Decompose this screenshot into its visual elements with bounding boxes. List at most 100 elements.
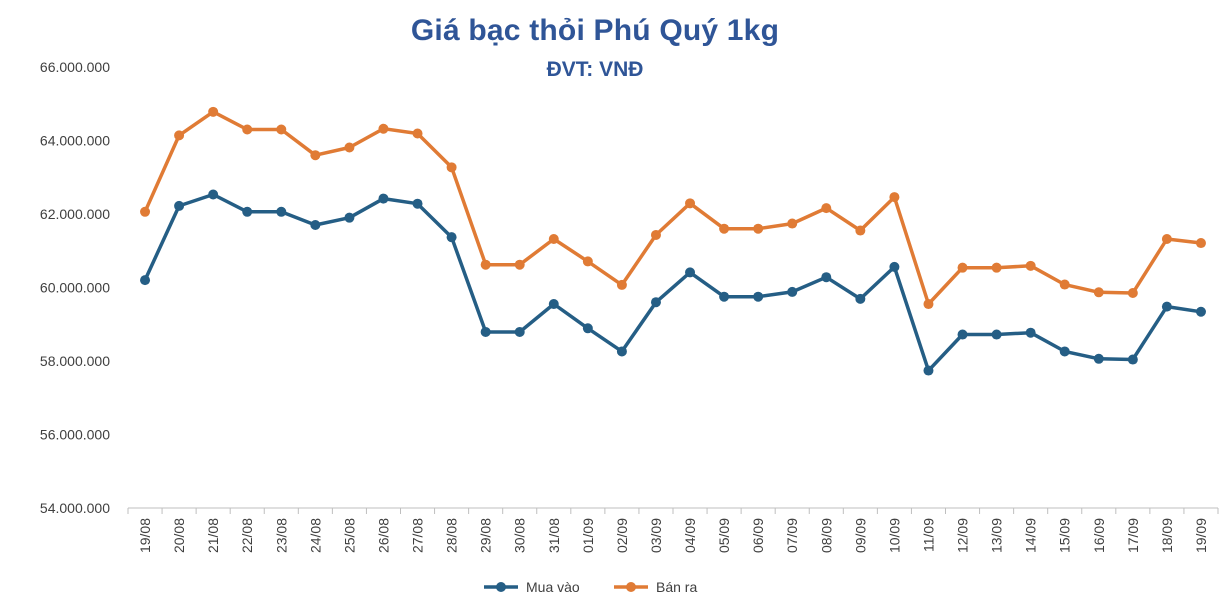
- data-point: [310, 220, 321, 231]
- y-tick-label: 60.000.000: [40, 280, 110, 296]
- data-point: [1059, 346, 1070, 357]
- x-tick-label: 26/08: [375, 518, 391, 553]
- data-point: [582, 323, 593, 334]
- data-point: [923, 299, 934, 310]
- x-tick-label: 17/09: [1125, 518, 1141, 553]
- x-tick-label: 11/09: [920, 518, 936, 552]
- chart-subtitle: ĐVT: VNĐ: [546, 58, 644, 81]
- data-point: [208, 189, 219, 200]
- legend-label: Bán ra: [656, 579, 697, 595]
- data-point: [378, 123, 389, 134]
- data-point: [719, 223, 730, 234]
- data-point: [1195, 306, 1206, 317]
- y-tick-label: 64.000.000: [40, 133, 110, 149]
- x-tick-label: 22/08: [239, 518, 255, 553]
- x-tick-label: 03/09: [648, 518, 664, 553]
- data-point: [1161, 301, 1172, 312]
- data-point: [1025, 327, 1036, 338]
- x-tick-label: 05/09: [716, 518, 732, 553]
- data-point: [548, 299, 559, 310]
- data-point: [446, 162, 457, 173]
- data-point: [855, 225, 866, 236]
- x-tick-label: 09/09: [852, 518, 868, 553]
- legend-marker: [626, 582, 636, 592]
- x-tick-label: 19/08: [137, 518, 153, 553]
- x-tick-label: 24/08: [307, 518, 323, 553]
- x-tick-label: 20/08: [171, 518, 187, 553]
- y-tick-label: 56.000.000: [40, 427, 110, 443]
- data-point: [650, 297, 661, 308]
- y-tick-label: 54.000.000: [40, 500, 110, 516]
- x-tick-label: 15/09: [1057, 518, 1073, 553]
- x-tick-label: 30/08: [512, 518, 528, 553]
- data-point: [208, 106, 219, 117]
- data-point: [276, 206, 287, 217]
- legend-label: Mua vào: [526, 579, 580, 595]
- data-point: [514, 326, 525, 337]
- data-point: [140, 275, 151, 286]
- data-point: [140, 206, 151, 217]
- data-point: [889, 192, 900, 203]
- data-point: [1093, 287, 1104, 298]
- series-line-1: [143, 192, 1203, 373]
- x-tick-label: 07/09: [784, 518, 800, 553]
- data-point: [514, 259, 525, 270]
- data-point: [480, 259, 491, 270]
- data-point: [174, 200, 185, 211]
- y-tick-label: 62.000.000: [40, 206, 110, 222]
- x-tick-label: 12/09: [955, 518, 971, 553]
- x-tick-label: 08/09: [818, 518, 834, 553]
- data-point: [685, 267, 696, 278]
- series-line-2: [143, 110, 1203, 306]
- data-point: [548, 233, 559, 244]
- data-point: [242, 206, 253, 217]
- x-tick-label: 18/09: [1159, 518, 1175, 553]
- x-tick-label: 14/09: [1023, 518, 1039, 553]
- data-point: [1127, 354, 1138, 365]
- data-point: [480, 326, 491, 337]
- chart-title: Giá bạc thỏi Phú Quý 1kg: [410, 14, 780, 47]
- data-point: [378, 193, 389, 204]
- data-point: [821, 203, 832, 214]
- x-tick-label: 04/09: [682, 518, 698, 553]
- data-point: [991, 262, 1002, 273]
- data-point: [753, 223, 764, 234]
- data-point: [276, 124, 287, 135]
- data-point: [650, 229, 661, 240]
- data-point: [412, 128, 423, 139]
- x-tick-label: 21/08: [205, 518, 221, 553]
- data-point: [582, 256, 593, 267]
- data-point: [344, 212, 355, 223]
- x-tick-label: 29/08: [478, 518, 494, 553]
- data-point: [957, 262, 968, 273]
- data-point: [889, 261, 900, 272]
- x-tick-label: 02/09: [614, 518, 630, 553]
- legend-marker: [496, 582, 506, 592]
- x-tick-label: 01/09: [580, 518, 596, 553]
- x-tick-label: 16/09: [1091, 518, 1107, 553]
- data-point: [1059, 279, 1070, 290]
- data-point: [242, 124, 253, 135]
- x-tick-label: 25/08: [341, 518, 357, 553]
- data-point: [412, 198, 423, 209]
- data-point: [174, 130, 185, 141]
- data-point: [923, 365, 934, 376]
- x-tick-label: 10/09: [886, 518, 902, 553]
- x-tick-label: 27/08: [410, 518, 426, 553]
- data-point: [957, 329, 968, 340]
- x-tick-label: 23/08: [273, 518, 289, 553]
- data-point: [310, 150, 321, 161]
- x-tick-label: 28/08: [444, 518, 460, 553]
- data-point: [753, 291, 764, 302]
- data-point: [1127, 288, 1138, 299]
- data-point: [685, 198, 696, 209]
- data-point: [446, 232, 457, 243]
- x-tick-label: 19/09: [1193, 518, 1209, 553]
- x-tick-label: 31/08: [546, 518, 562, 553]
- data-point: [344, 142, 355, 153]
- x-tick-label: 13/09: [989, 518, 1005, 553]
- data-point: [1161, 233, 1172, 244]
- data-point: [1025, 260, 1036, 271]
